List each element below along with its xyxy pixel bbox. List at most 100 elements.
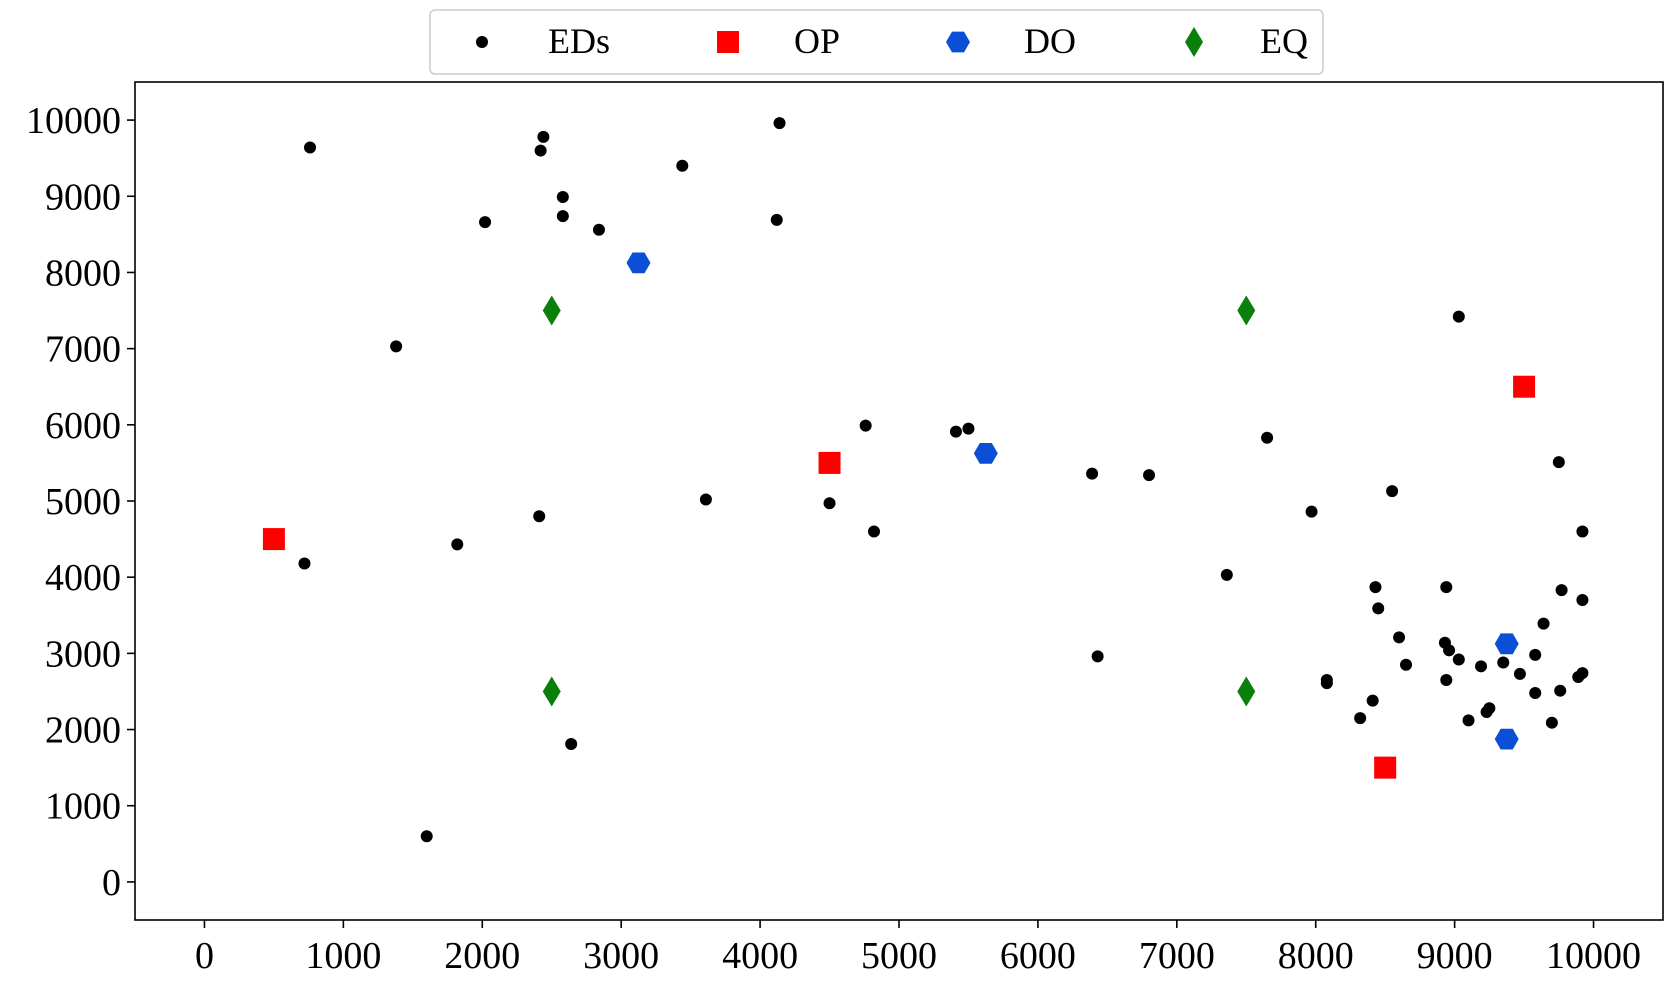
eds-point: [1452, 653, 1465, 666]
y-tick-label: 2000: [45, 710, 121, 752]
legend-label: EDs: [548, 21, 610, 61]
eds-point: [479, 216, 492, 229]
op-point: [1513, 375, 1536, 398]
x-tick-label: 0: [195, 935, 214, 977]
op-point: [1374, 756, 1397, 779]
eds-point: [773, 117, 786, 130]
eds-point: [1086, 467, 1099, 480]
eds-point: [1529, 686, 1542, 699]
legend-marker-eds: [476, 36, 488, 48]
x-tick-label: 7000: [1139, 935, 1215, 977]
y-tick-label: 9000: [45, 176, 121, 218]
eds-point: [1261, 431, 1274, 444]
eds-point: [390, 340, 403, 353]
eds-point: [304, 141, 317, 154]
eds-point: [859, 419, 872, 432]
legend-label: EQ: [1260, 21, 1308, 61]
eds-point: [867, 525, 880, 538]
legend-item-eq: EQ: [1185, 21, 1308, 61]
eq-point: [542, 295, 561, 326]
eq-point: [1237, 676, 1256, 707]
y-tick-label: 3000: [45, 633, 121, 675]
eds-point: [1320, 677, 1333, 690]
eds-point: [1305, 505, 1318, 518]
legend: EDs OP DO EQ: [429, 9, 1324, 75]
eds-point: [1480, 706, 1493, 719]
eq-point: [1237, 295, 1256, 326]
legend-marker-eq: [1185, 27, 1203, 57]
eds-point: [592, 223, 605, 236]
eds-point: [556, 191, 569, 204]
eds-point: [1369, 581, 1382, 594]
legend-item-do: DO: [946, 21, 1076, 61]
y-tick-label: 0: [102, 862, 121, 904]
eds-point: [1552, 456, 1565, 469]
eds-point: [1393, 631, 1406, 644]
x-tick-label: 4000: [722, 935, 798, 977]
x-tick-label: 8000: [1278, 935, 1354, 977]
eds-point: [1545, 716, 1558, 729]
eds-point: [1366, 694, 1379, 707]
eds-point: [1400, 658, 1413, 671]
eds-point: [1537, 617, 1550, 630]
legend-label: DO: [1024, 21, 1076, 61]
eds-point: [1354, 712, 1367, 725]
eds-point: [533, 510, 546, 523]
x-tick-label: 1000: [305, 935, 381, 977]
legend-label: OP: [794, 21, 840, 61]
legend-marker-do: [946, 31, 970, 53]
eds-point: [1443, 644, 1456, 657]
eds-point: [949, 425, 962, 438]
legend-item-eds: EDs: [476, 21, 610, 61]
y-tick-label: 7000: [45, 329, 121, 371]
legend-marker-op: [717, 31, 739, 53]
eds-point: [1572, 670, 1585, 683]
eds-point: [823, 497, 836, 510]
eds-point: [1462, 714, 1475, 727]
op-point: [262, 528, 285, 551]
eq-point: [542, 676, 561, 707]
eds-point: [451, 538, 464, 551]
do-point: [626, 252, 651, 274]
eds-point: [1554, 684, 1567, 697]
eds-point: [1440, 581, 1453, 594]
eds-point: [1372, 602, 1385, 615]
eds-point: [1529, 648, 1542, 661]
eds-point: [1440, 674, 1453, 687]
eds-point: [565, 738, 578, 751]
y-tick-label: 6000: [45, 405, 121, 447]
y-tick-label: 1000: [45, 786, 121, 828]
y-tick-label: 10000: [26, 100, 121, 142]
eds-point: [1143, 469, 1156, 482]
eds-point: [1576, 594, 1589, 607]
eds-point: [420, 830, 433, 843]
x-tick-label: 2000: [444, 935, 520, 977]
eds-point: [1091, 650, 1104, 663]
legend-box: [429, 9, 1324, 75]
eds-point: [556, 210, 569, 223]
do-point: [1494, 633, 1519, 655]
series-eq: [542, 295, 1256, 707]
x-axis: 0 1000 2000 3000 4000 5000 6000 7000 8000 9000 100…: [195, 920, 1641, 977]
plot-area: [134, 81, 1664, 921]
data-markers: [262, 117, 1589, 843]
op-point: [818, 451, 841, 474]
x-tick-label: 6000: [1000, 935, 1076, 977]
series-op: [262, 375, 1536, 779]
series-do: [626, 252, 1519, 750]
eds-point: [962, 422, 975, 435]
y-axis: 0 1000 2000 3000 4000 5000 6000 7000 8000 9000 100…: [26, 100, 135, 904]
eds-point: [1513, 667, 1526, 680]
x-tick-label: 10000: [1546, 935, 1641, 977]
eds-point: [1497, 656, 1510, 669]
eds-point: [1452, 310, 1465, 323]
x-tick-label: 3000: [583, 935, 659, 977]
eds-point: [770, 213, 783, 226]
y-tick-label: 4000: [45, 557, 121, 599]
x-tick-label: 5000: [861, 935, 937, 977]
eds-point: [298, 557, 311, 570]
eds-point: [1386, 485, 1399, 498]
eds-point: [534, 144, 547, 157]
eds-point: [537, 130, 550, 143]
